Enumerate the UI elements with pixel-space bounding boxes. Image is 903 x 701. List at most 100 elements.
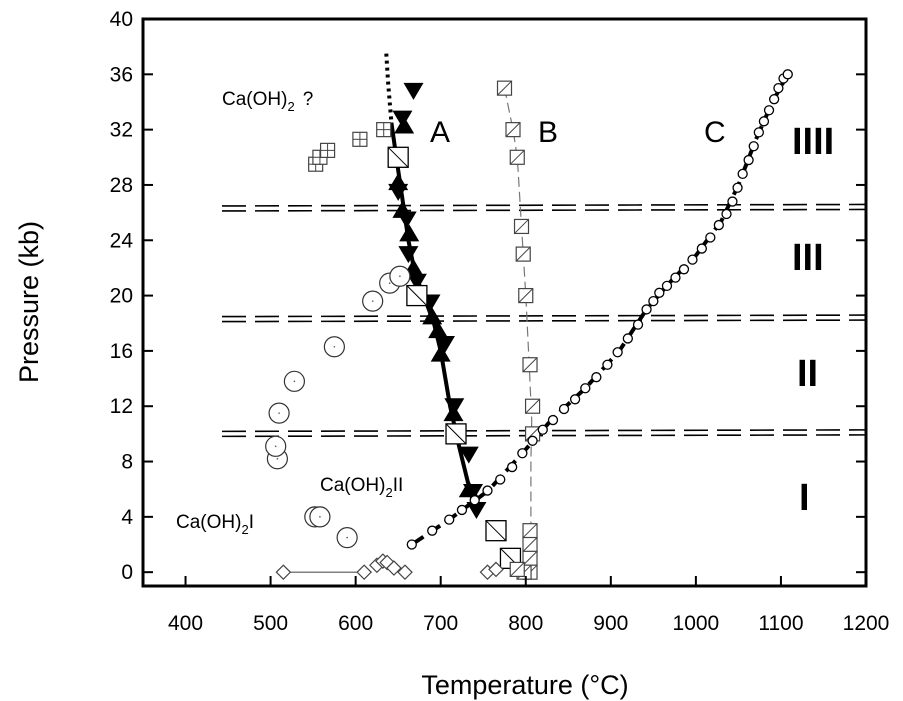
marker-open-diamond	[386, 560, 402, 576]
x-tick-label: 700	[423, 612, 458, 635]
marker-open-circle-small	[753, 127, 764, 138]
marker-open-circle-small	[406, 539, 417, 550]
y-tick-label: 12	[110, 395, 133, 418]
y-tick-label: 8	[121, 451, 133, 474]
curve-thick-dashed	[410, 73, 790, 547]
marker-open-circle-small	[732, 182, 743, 193]
marker-square-diagonal-small	[518, 287, 534, 304]
marker-open-circle-small	[602, 359, 613, 370]
y-tick-label: 4	[121, 506, 133, 529]
marker-open-circle-small	[547, 414, 559, 426]
marker-square-diagonal-large	[387, 146, 409, 168]
marker-open-circle-small	[737, 168, 748, 180]
y-tick-label: 36	[110, 63, 133, 86]
curve-a-label: A	[430, 116, 450, 149]
marker-square-diagonal-small	[505, 122, 521, 138]
y-tick-label: 24	[110, 229, 134, 252]
marker-open-circle-small	[654, 287, 665, 298]
marker-open-circle-small	[482, 485, 493, 496]
marker-open-circle-large	[323, 336, 345, 358]
marker-open-circle-large	[389, 265, 411, 287]
curve-c-label: C	[704, 116, 726, 149]
marker-square-cross	[352, 131, 368, 147]
y-tick-label: 32	[110, 119, 133, 142]
marker-open-circle-small	[721, 208, 732, 220]
marker-open-diamond	[397, 564, 413, 581]
y-tick-label: 0	[121, 561, 133, 584]
marker-square-diagonal-small	[513, 218, 530, 235]
y-tick-label: 40	[110, 8, 133, 31]
marker-square-diagonal-small	[522, 357, 538, 373]
marker-open-circle-large	[336, 526, 358, 549]
phase-boundary-line	[221, 429, 867, 433]
marker-open-circle-small	[696, 243, 707, 254]
marker-square-diagonal-small	[524, 398, 541, 414]
x-tick-label: 1100	[758, 612, 803, 635]
marker-open-circle-small	[727, 196, 738, 207]
marker-square-diagonal-large	[485, 520, 507, 542]
plot-frame	[141, 17, 868, 588]
marker-open-circle-small	[507, 461, 518, 473]
y-tick-label: 16	[110, 340, 133, 363]
marker-open-circle-large	[362, 290, 384, 312]
marker-open-circle-small	[648, 295, 659, 307]
marker-open-circle-large	[309, 506, 331, 528]
marker-open-circle-small	[687, 254, 698, 265]
marker-open-circle-small	[782, 69, 793, 80]
caoh2-i-label: Ca(OH)2I	[176, 512, 254, 537]
marker-square-cross	[376, 122, 392, 138]
marker-filled-triangle-down	[434, 335, 455, 353]
marker-open-diamond	[275, 564, 292, 581]
marker-open-circle-small	[678, 264, 690, 275]
curve-b-label: B	[538, 116, 558, 149]
region-iii-label: III	[792, 237, 824, 279]
marker-open-circle-small	[427, 525, 438, 536]
marker-open-diamond	[356, 564, 373, 581]
y-tick-label: 28	[110, 174, 133, 197]
marker-open-circle-small	[558, 403, 570, 415]
marker-open-circle-small	[537, 424, 548, 435]
marker-square-diagonal-small	[509, 561, 525, 578]
axis-ticks: 400 500 600 700 800 900 1000 1100 1200 0 4 8 12 16 20 2…	[110, 8, 890, 635]
x-tick-label: 500	[253, 612, 288, 635]
region-iiii-label: IIII	[792, 121, 834, 163]
marker-filled-triangle-down	[398, 246, 419, 264]
marker-filled-triangle-up	[430, 344, 451, 362]
marker-filled-triangle-up	[458, 480, 479, 498]
marker-filled-triangle-down	[406, 273, 427, 291]
marker-open-circle-small	[773, 82, 784, 94]
phase-boundary-line	[221, 319, 867, 323]
x-tick-label: 900	[593, 612, 628, 635]
data-markers	[265, 69, 793, 581]
marker-open-circle-small	[527, 435, 538, 446]
annotations: Ca(OH)2? Ca(OH)2I Ca(OH)2II A B C IIII I…	[176, 89, 834, 537]
marker-filled-triangle-up	[428, 321, 449, 339]
marker-filled-triangle-up	[392, 200, 413, 218]
marker-open-circle-small	[456, 504, 468, 516]
marker-open-circle-small	[632, 319, 644, 330]
caoh2-ii-label: Ca(OH)2II	[320, 475, 403, 500]
x-tick-label: 600	[338, 612, 373, 635]
x-tick-label: 1200	[843, 612, 890, 635]
marker-open-circle-small	[569, 394, 581, 405]
marker-open-circle-small	[713, 219, 724, 231]
marker-filled-triangle-up	[394, 116, 415, 134]
marker-open-circle-small	[758, 116, 770, 127]
marker-open-circle-small	[580, 383, 591, 394]
marker-filled-triangle-up	[399, 224, 420, 242]
marker-open-circle-small	[495, 474, 506, 485]
marker-square-diagonal-small	[509, 149, 525, 165]
marker-open-circle-small	[743, 154, 754, 166]
x-tick-label: 400	[168, 612, 203, 635]
marker-open-circle-small	[444, 514, 455, 525]
marker-square-diagonal-small	[522, 550, 538, 566]
region-ii-label: II	[797, 353, 818, 395]
marker-open-circle-large	[268, 402, 290, 424]
marker-filled-triangle-down	[403, 82, 424, 100]
marker-square-diagonal-small	[522, 523, 538, 539]
marker-open-circle-small	[641, 304, 652, 315]
marker-square-diagonal-small	[515, 246, 531, 262]
y-axis-title: Pressure (kb)	[14, 221, 44, 383]
marker-square-diagonal-small	[522, 536, 538, 553]
marker-open-circle-large	[283, 370, 306, 392]
